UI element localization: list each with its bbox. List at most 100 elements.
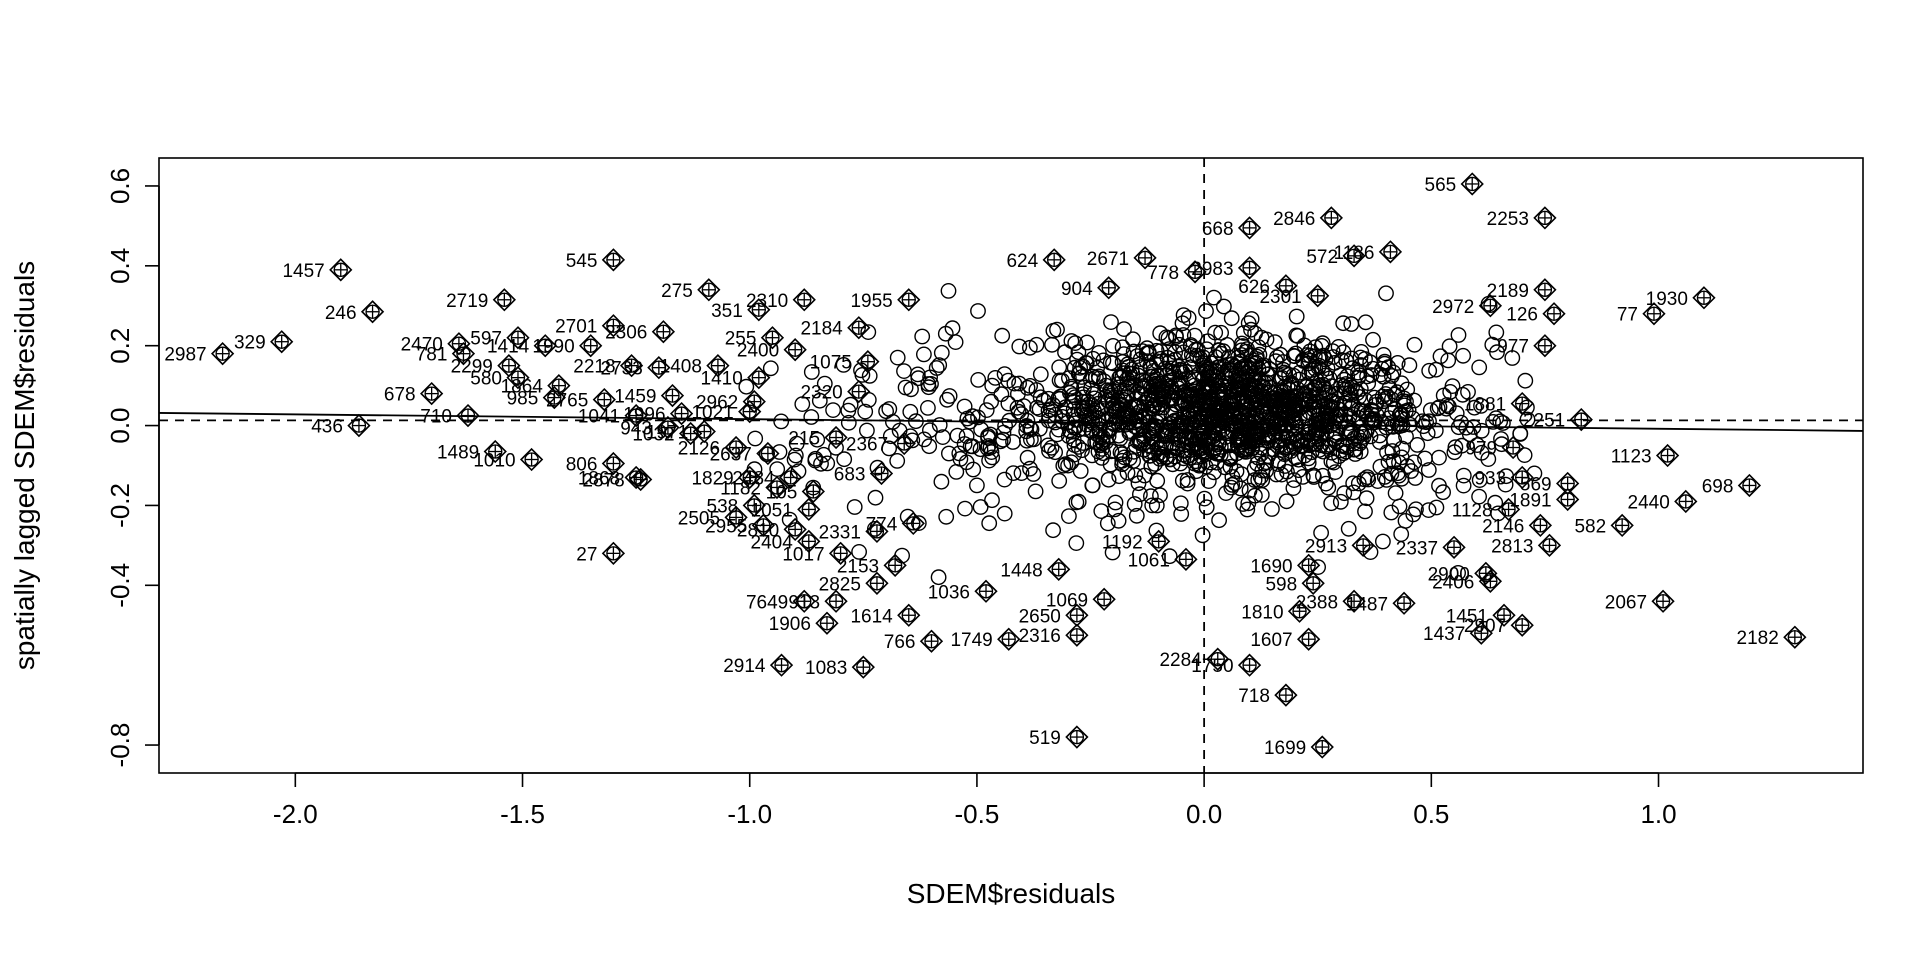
residual-point [1214,413,1231,430]
influential-point-marker [1537,533,1562,558]
residual-point [1345,475,1362,492]
residual-point [1176,392,1193,409]
residual-point [867,489,884,506]
residual-point [1360,375,1377,392]
influential-point-circle [751,302,766,317]
influential-point-label: 2126 [678,439,720,460]
residual-point [1063,454,1080,471]
residual-point [1306,393,1323,410]
residual-point [1063,380,1080,397]
influential-point-circle [1537,210,1553,226]
influential-point-label: 105 [766,482,798,503]
influential-point-circle [1787,630,1802,645]
residual-point [1018,423,1035,440]
residual-point [1493,431,1509,447]
influential-point-label: 2505 [678,508,720,529]
residual-point [1206,464,1222,481]
residual-point [1074,442,1090,459]
influential-point-marker [542,385,566,410]
residual-point [1246,355,1263,372]
residual-point [939,391,955,408]
residual-point [1103,314,1119,330]
residual-point [1315,379,1331,395]
influential-point-label: 2650 [1019,606,1061,627]
influential-point-label: 582 [1574,516,1606,537]
residual-point [1132,486,1148,503]
y-tick-label: -0.8 [105,723,135,768]
influential-point-marker [1319,206,1343,230]
residual-point [931,417,948,433]
residual-point [903,381,919,398]
influential-point-marker [1651,589,1675,613]
residual-point [1317,396,1333,413]
influential-point-label: 933 [1474,468,1506,489]
residual-point [1250,449,1267,466]
residual-point [1144,497,1161,514]
residual-point [1358,490,1375,507]
x-tick-label: -1.0 [727,799,772,829]
x-tick-label: 0.0 [1186,799,1222,829]
residual-point [1447,439,1464,456]
residual-point [762,360,779,377]
x-tick-label: -2.0 [273,799,318,829]
influential-point-label: 2067 [1605,592,1647,613]
influential-point-label: 1036 [928,582,970,603]
residual-point [1167,344,1184,361]
influential-point-label: 2301 [1259,287,1301,308]
residual-point [1148,353,1165,370]
influential-point-label: 1083 [805,658,847,679]
residual-point [1324,343,1341,359]
influential-point-circle [1051,562,1066,577]
influential-point-label: 2299 [451,357,493,378]
influential-point-label: 806 [566,455,598,476]
residual-point [1000,372,1017,389]
influential-point-marker [451,342,476,366]
influential-point-circle [728,510,744,525]
influential-point-marker [506,366,530,390]
residual-point [1005,465,1022,481]
residual-point [1347,382,1364,399]
influential-point-marker [1147,529,1171,554]
influential-point-circle [747,498,762,513]
influential-point-marker [1674,489,1698,514]
influential-point-marker [1287,599,1312,623]
residual-point [1473,444,1490,461]
influential-point-circle [869,576,885,591]
influential-point-circle [1533,518,1548,533]
residual-point [1089,426,1105,443]
influential-point-circle [828,594,844,609]
residual-point [836,451,853,468]
residual-point [1138,345,1155,362]
residual-point [1232,429,1249,446]
residual-point [959,410,976,427]
influential-point-marker [919,629,944,653]
influential-point-circle [501,358,517,373]
y-tick-label: -0.4 [105,563,135,608]
residual-point [1057,399,1074,415]
influential-point-circle [538,338,553,353]
residual-point [1296,385,1313,402]
influential-point-marker [897,603,921,627]
residual-point [938,508,955,525]
influential-point-marker [1206,647,1230,671]
residual-point [916,346,932,363]
residual-point [1352,349,1369,366]
influential-point-marker [769,653,794,677]
residual-point [1183,432,1200,449]
residual-point [1378,285,1394,302]
residual-point [1128,507,1145,524]
influential-point-label: 1750 [1191,656,1233,677]
residual-point [1220,349,1237,366]
influential-point-circle [547,390,562,405]
residual-point [1267,415,1284,432]
residual-point [1431,477,1447,494]
influential-point-circle [697,424,712,439]
residual-point [1293,437,1310,454]
residual-point [1504,350,1521,366]
influential-point-circle [1301,558,1316,573]
residual-point [1253,486,1270,503]
residual-point [835,356,852,373]
influential-point-marker [1392,591,1416,615]
residual-point [1519,399,1535,416]
residual-point [1278,439,1295,456]
